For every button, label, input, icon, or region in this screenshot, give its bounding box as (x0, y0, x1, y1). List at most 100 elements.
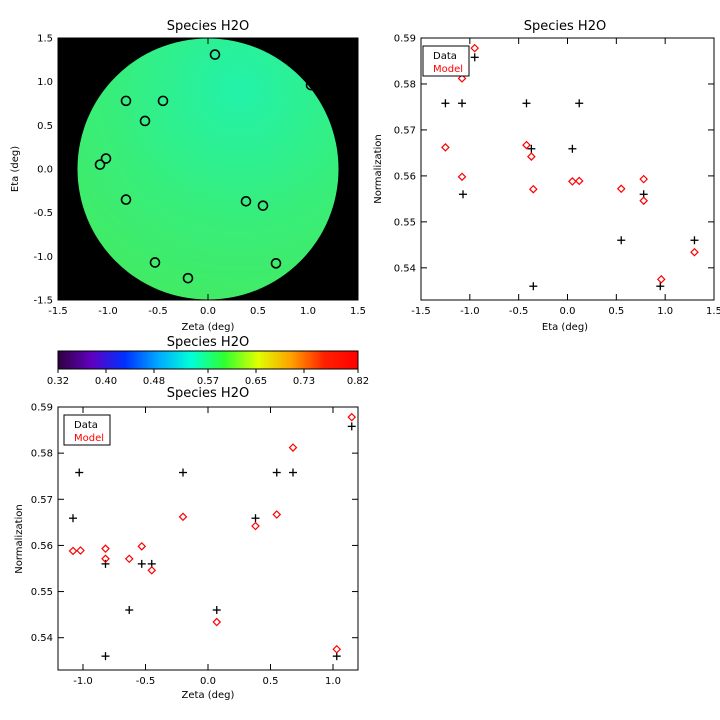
p3-y-tick-label: 0.58 (31, 449, 53, 460)
eta-legend-box (422, 45, 470, 77)
map-point (157, 95, 169, 107)
p2-model-point (457, 74, 467, 83)
map-x-tick-label: -0.5 (148, 306, 168, 317)
p2-y-tick-label: 0.57 (394, 125, 416, 136)
p2-y-tick-label: 0.55 (394, 217, 416, 228)
p3-x-tick-label: -0.5 (136, 676, 156, 687)
p3-data-point (212, 606, 221, 615)
colorbar-tick-label: 0.40 (95, 376, 117, 387)
map-point (317, 246, 329, 258)
colorbar-tick-label: 0.57 (197, 376, 219, 387)
p3-x-tick-label: 0.5 (263, 676, 279, 687)
zeta-legend-data: Data (74, 420, 98, 431)
eta-x-axis-label: Eta (deg) (542, 322, 588, 333)
p3-model-point (251, 521, 260, 531)
p3-x-tick-label: -1.0 (73, 676, 93, 687)
p3-data-point (101, 559, 110, 568)
p2-data-point (458, 99, 467, 108)
sky-map-title: Species H2O (167, 19, 249, 34)
p2-model-point (470, 43, 480, 53)
map-point (120, 194, 132, 205)
p2-data-point (690, 236, 699, 245)
colorbar-tick-label: 0.32 (47, 376, 69, 387)
map-y-tick-label: -1.0 (33, 252, 53, 263)
map-point (209, 49, 221, 60)
p3-x-tick-label: 1.0 (325, 676, 341, 687)
p3-model-point (101, 544, 110, 553)
p2-data-point (529, 282, 538, 291)
p3-data-point (272, 468, 281, 477)
p3-data-point (347, 422, 356, 431)
p2-data-point (527, 144, 536, 153)
zeta-x-axis-label: Zeta (deg) (182, 690, 235, 701)
map-y-tick-label: 0.0 (37, 165, 53, 176)
p2-y-tick-label: 0.56 (394, 171, 416, 182)
map-point (257, 200, 269, 211)
map-point (100, 153, 112, 164)
p3-y-tick-label: 0.54 (31, 633, 53, 644)
map-y-tick-label: 0.5 (37, 121, 53, 132)
map-y-tick-label: 1.5 (37, 34, 53, 45)
zeta-y-axis-label: Normalization (14, 504, 25, 574)
p2-data-point (470, 53, 479, 62)
p3-y-tick-label: 0.56 (31, 541, 53, 552)
zeta-plot-title: Species H2O (167, 386, 249, 401)
p3-model-point (76, 546, 85, 555)
colorbar-title: Species H2O (167, 335, 249, 350)
p3-data-point (101, 652, 110, 661)
map-y-tick-label: -0.5 (33, 208, 53, 219)
p3-y-tick-label: 0.55 (31, 587, 53, 598)
p3-x-tick-label: 0.0 (200, 676, 216, 687)
p3-model-point (124, 554, 134, 564)
p2-model-point (568, 177, 577, 186)
p2-model-point (522, 140, 531, 150)
p2-x-tick-label: -1.0 (460, 306, 480, 317)
p2-model-point (639, 174, 649, 184)
p2-y-tick-label: 0.58 (394, 79, 416, 90)
p2-model-point (527, 152, 536, 161)
map-x-tick-label: 0.5 (250, 306, 266, 317)
p2-data-point (441, 99, 450, 108)
p3-model-point (68, 546, 78, 556)
map-point (139, 115, 151, 127)
p2-data-point (522, 99, 531, 108)
p3-model-point (178, 512, 188, 522)
p3-model-point (147, 565, 157, 575)
map-y-axis-label: Eta (deg) (10, 146, 21, 192)
p3-y-tick-label: 0.57 (31, 495, 53, 506)
p3-data-point (179, 468, 187, 477)
map-x-tick-label: -1.0 (98, 306, 118, 317)
p2-x-tick-label: 0.0 (560, 306, 576, 317)
p2-y-tick-label: 0.59 (394, 34, 416, 45)
zeta-legend-box (63, 414, 111, 446)
map-x-tick-label: 1.5 (350, 306, 366, 317)
p2-data-point (617, 236, 626, 245)
eta-plot-legend: Data Model (422, 45, 470, 77)
p3-data-point (289, 468, 297, 477)
colorbar-tick-label: 0.82 (347, 376, 369, 387)
map-point (120, 95, 132, 107)
p3-model-point (212, 617, 222, 627)
colorbar-tick-label: 0.65 (245, 376, 267, 387)
p3-model-point (137, 541, 147, 551)
map-point (270, 258, 282, 269)
p2-data-point (458, 190, 467, 199)
p2-x-tick-label: 0.5 (608, 306, 624, 317)
p2-x-tick-label: -1.5 (411, 306, 431, 317)
p2-model-point (690, 247, 699, 257)
map-x-axis-label: Zeta (deg) (182, 322, 235, 333)
p2-y-tick-label: 0.54 (394, 263, 416, 274)
p2-data-point (656, 282, 665, 291)
p2-x-tick-label: 1.0 (657, 306, 673, 317)
p2-model-point (616, 184, 626, 194)
p2-data-point (575, 99, 584, 108)
map-x-tick-label: -1.5 (48, 306, 68, 317)
zeta-plot-frame (57, 406, 359, 671)
colorbar-gradient (57, 350, 359, 370)
p2-data-point (568, 144, 577, 153)
map-point (149, 257, 161, 268)
map-point (305, 79, 317, 91)
p2-x-tick-label: 1.5 (706, 306, 720, 317)
sky-map-plot: Species H2O -1.5 -1.0 -0.5 0.0 0.5 1.0 1.5 -1.5… (10, 19, 366, 333)
